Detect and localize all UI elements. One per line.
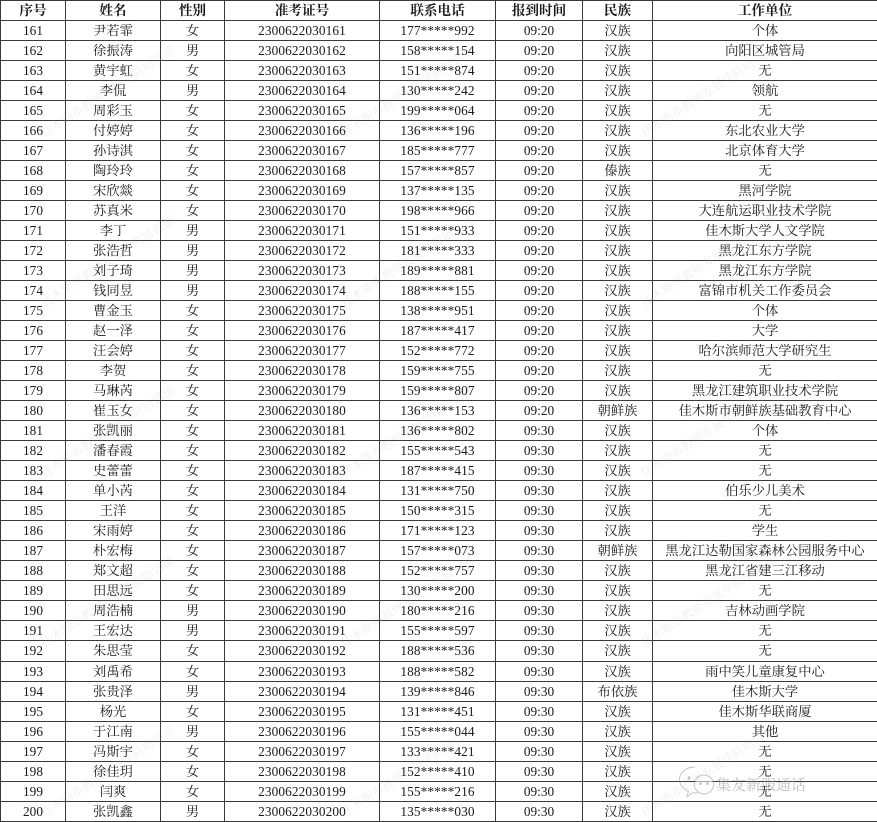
svg-text:集友新服通话: 集友新服通话 (716, 776, 806, 794)
